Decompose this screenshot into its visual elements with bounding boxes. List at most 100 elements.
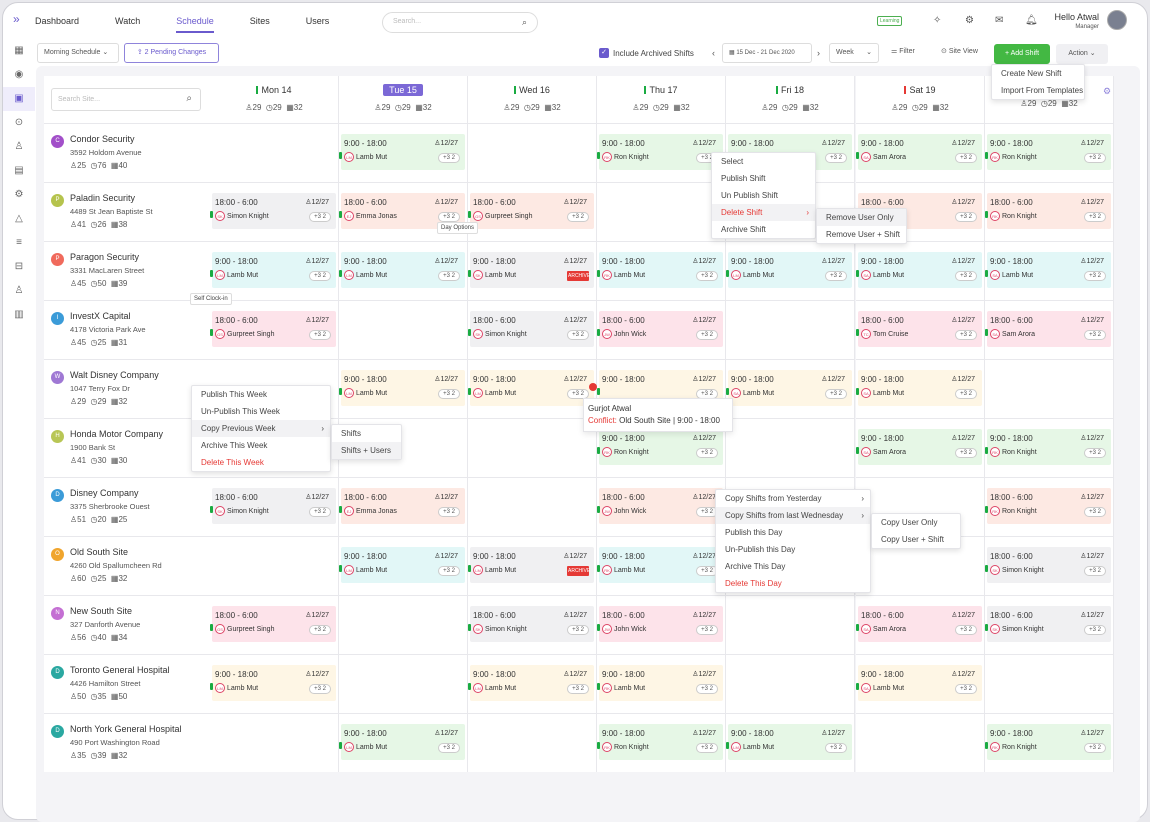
extra-users-pill[interactable]: +3 2	[438, 389, 460, 399]
extra-users-pill[interactable]: +3 2	[1084, 271, 1106, 281]
shift-card[interactable]: 18:00 - 6:00 ♙12/27 SK Simon Knight +3 2	[210, 488, 336, 524]
schedule-cell[interactable]: 18:00 - 6:00 ♙12/27 SA Sam Arora +3 2	[985, 300, 1114, 359]
menu-item[interactable]: Un-Publish this Day	[716, 541, 870, 558]
bell-icon[interactable]: 🔔︎	[1025, 15, 1038, 26]
schedule-cell[interactable]: 9:00 - 18:00 ♙12/27 SA Lamb Mut +3 2	[726, 359, 855, 418]
extra-users-pill[interactable]: +3 2	[696, 684, 718, 694]
day-header[interactable]: Tue 15 ♙29 ◷29 ▦32	[339, 76, 468, 123]
extra-users-pill[interactable]: +3 2	[955, 153, 977, 163]
shift-card[interactable]: 9:00 - 18:00 ♙12/27 SA Lamb Mut +3 2	[726, 370, 852, 406]
view-select[interactable]: Week ⌄	[829, 43, 879, 63]
schedule-cell[interactable]: 18:00 - 6:00 ♙12/27 SA Sam Arora +3 2	[856, 595, 985, 654]
schedule-cell[interactable]: 9:00 - 18:00 ♙12/27 SA Sam Arora +3 2	[856, 123, 985, 182]
date-range-picker[interactable]: ▦ 15 Dec - 21 Dec 2020	[722, 43, 812, 63]
schedule-cell[interactable]: 9:00 - 18:00 ♙12/27 SA Lamb Mut +3 2	[985, 241, 1114, 300]
nav-schedule[interactable]: Schedule	[176, 3, 214, 39]
shift-card[interactable]: 9:00 - 18:00 ♙12/27 LM Lamb Mut +3 2	[339, 134, 465, 170]
shift-card[interactable]: 9:00 - 18:00 ♙12/27 LM Lamb Mut ARCHIVE	[468, 547, 594, 583]
building-icon[interactable]: ▥	[14, 309, 24, 320]
menu-item[interactable]: Copy Shifts from last Wednesday ›	[716, 507, 870, 524]
schedule-cell[interactable]: 18:00 - 6:00 ♙12/27 SK Simon Knight +3 2	[985, 536, 1114, 595]
user-pin-icon[interactable]: ♙	[14, 285, 24, 296]
extra-users-pill[interactable]: +3 2	[825, 743, 847, 753]
shift-card[interactable]: 18:00 - 6:00 ♙12/27 JW John Wick +3 2	[597, 488, 723, 524]
schedule-cell[interactable]: 9:00 - 18:00 ♙12/27 SK Lamb Mut ARCHIVE	[468, 241, 597, 300]
shift-card[interactable]: 9:00 - 18:00 ♙12/27 LM Lamb Mut +3 2	[726, 724, 852, 760]
extra-users-pill[interactable]: +3 2	[1084, 507, 1106, 517]
site-row-header[interactable]: P Paladin Security 4489 St Jean Baptiste S…	[44, 182, 210, 241]
menu-item[interactable]: Archive Shift	[712, 221, 815, 238]
shift-card[interactable]: 18:00 - 6:00 ♙12/27 GS Gurpreet Singh +3 2	[210, 311, 336, 347]
menu-item[interactable]: Un Publish Shift	[712, 187, 815, 204]
shift-card[interactable]: 9:00 - 18:00 ♙12/27 LM Lamb Mut +3 2	[339, 370, 465, 406]
shift-card[interactable]: 9:00 - 18:00 ♙12/27 LM Lamb Mut +3 2	[468, 665, 594, 701]
action-button[interactable]: Action ⌄	[1056, 44, 1108, 64]
schedule-cell[interactable]	[726, 595, 855, 654]
extra-users-pill[interactable]: +3 2	[567, 330, 589, 340]
schedule-cell[interactable]	[210, 123, 339, 182]
site-view-button[interactable]: ⊙ Site View	[935, 43, 989, 63]
schedule-cell[interactable]: 9:00 - 18:00 ♙12/27 LM Lamb Mut +3 2	[339, 713, 468, 772]
extra-users-pill[interactable]: +3 2	[309, 684, 331, 694]
extra-users-pill[interactable]: +3 2	[438, 271, 460, 281]
shift-card[interactable]: 9:00 - 18:00 ♙12/27 LM Lamb Mut +3 2	[210, 252, 336, 288]
shift-card[interactable]: 9:00 - 18:00 ♙12/27 SA Lamb Mut +3 2	[856, 252, 982, 288]
extra-users-pill[interactable]: +3 2	[309, 271, 331, 281]
schedule-cell[interactable]: 18:00 - 6:00 ♙12/27 SK Simon Knight +3 2	[210, 477, 339, 536]
schedule-cell[interactable]: 9:00 - 18:00 ♙12/27 RK Ron Knight +3 2	[985, 713, 1114, 772]
list-icon[interactable]: ≡	[16, 237, 22, 248]
schedule-cell[interactable]: 9:00 - 18:00 ♙12/27 RK Ron Knight +3 2	[597, 713, 726, 772]
shift-card[interactable]: 9:00 - 18:00 ♙12/27 RK Ron Knight +3 2	[985, 134, 1111, 170]
extra-users-pill[interactable]: +3 2	[1084, 448, 1106, 458]
shift-card[interactable]: 9:00 - 18:00 ♙12/27 SA Sam Arora +3 2	[856, 134, 982, 170]
schedule-cell[interactable]: 9:00 - 18:00 ♙12/27 SA Lamb Mut +3 2	[856, 654, 985, 713]
satellite-icon[interactable]: ✧	[933, 15, 942, 26]
schedule-cell[interactable]: 9:00 - 18:00 ♙12/27 RK Ron Knight +3 2	[597, 123, 726, 182]
shift-card[interactable]: 18:00 - 6:00 ♙12/27 JW John Wick +3 2	[597, 606, 723, 642]
prev-week-icon[interactable]: ‹	[712, 48, 715, 58]
extra-users-pill[interactable]: +3 2	[825, 153, 847, 163]
shift-card[interactable]: 9:00 - 18:00 ♙12/27 RK Ron Knight +3 2	[985, 724, 1111, 760]
schedule-cell[interactable]: 9:00 - 18:00 ♙12/27 RK Lamb Mut +3 2	[597, 241, 726, 300]
schedule-cell[interactable]: 18:00 - 6:00 ♙12/27 RK Ron Knight +3 2	[985, 477, 1114, 536]
day-header[interactable]: Fri 18 ♙29 ◷29 ▦32	[726, 76, 855, 123]
shift-card[interactable]: 18:00 - 6:00 ♙12/27 SK Simon Knight +3 2	[985, 606, 1111, 642]
menu-item[interactable]: Create New Shift	[992, 65, 1084, 82]
shift-card[interactable]: 18:00 - 6:00 ♙12/27 GS Gurpreet Singh +3 2	[468, 193, 594, 229]
schedule-cell[interactable]: 9:00 - 18:00 ♙12/27 SA Lamb Mut +3 2	[856, 241, 985, 300]
shift-card[interactable]: 9:00 - 18:00 ♙12/27 SA Sam Arora +3 2	[856, 429, 982, 465]
shift-card[interactable]: 9:00 - 18:00 ♙12/27 SA Lamb Mut +3 2	[856, 665, 982, 701]
shift-card[interactable]: 18:00 - 6:00 ♙12/27 SK Simon Knight +3 2	[985, 547, 1111, 583]
menu-item[interactable]: Copy Previous Week ›	[192, 420, 330, 437]
extra-users-pill[interactable]: +3 2	[438, 507, 460, 517]
menu-item[interactable]: Copy Shifts from Yesterday ›	[716, 490, 870, 507]
schedule-cell[interactable]	[597, 182, 726, 241]
extra-users-pill[interactable]: +3 2	[825, 389, 847, 399]
extra-users-pill[interactable]: +3 2	[955, 448, 977, 458]
extra-users-pill[interactable]: +3 2	[955, 684, 977, 694]
menu-item[interactable]: Shifts	[332, 425, 401, 442]
schedule-cell[interactable]: 18:00 - 6:00 ♙12/27 GS Gurpreet Singh +3 2	[468, 182, 597, 241]
shift-card[interactable]: 9:00 - 18:00 ♙12/27 RK Ron Knight +3 2	[985, 429, 1111, 465]
schedule-cell[interactable]: 18:00 - 6:00 ♙12/27 JW John Wick +3 2	[597, 477, 726, 536]
schedule-cell[interactable]: 9:00 - 18:00 ♙12/27 RK Lamb Mut +3 2	[597, 654, 726, 713]
extra-users-pill[interactable]: +3 2	[955, 212, 977, 222]
schedule-cell[interactable]: 9:00 - 18:00 ♙12/27 LM Lamb Mut +3 2	[726, 241, 855, 300]
site-row-header[interactable]: I InvestX Capital 4178 Victoria Park Ave ♙4…	[44, 300, 210, 359]
schedule-cell[interactable]: 18:00 - 6:00 ♙12/27 RK Ron Knight +3 2	[985, 182, 1114, 241]
schedule-cell[interactable]	[339, 300, 468, 359]
shift-card[interactable]: 9:00 - 18:00 ♙12/27 RK Lamb Mut +3 2	[597, 665, 723, 701]
shift-card[interactable]: 9:00 - 18:00 ♙12/27 LM Lamb Mut +3 2	[339, 252, 465, 288]
shift-card[interactable]: 9:00 - 18:00 ♙12/27 RK Ron Knight +3 2	[597, 429, 723, 465]
shift-card[interactable]: 18:00 - 6:00 ♙12/27 SA Sam Arora +3 2	[985, 311, 1111, 347]
shift-card[interactable]: 9:00 - 18:00 ♙12/27 LM Lamb Mut +3 2	[468, 370, 594, 406]
calendar-icon[interactable]: ▣	[3, 87, 35, 111]
schedule-cell[interactable]: 9:00 - 18:00 ♙12/27 LM Lamb Mut ARCHIVE	[468, 536, 597, 595]
menu-item[interactable]: Shifts + Users	[332, 442, 401, 459]
shift-card[interactable]: 9:00 - 18:00 ♙12/27 SA Lamb Mut +3 2	[856, 370, 982, 406]
extra-users-pill[interactable]: +3 2	[438, 743, 460, 753]
shift-card[interactable]: 18:00 - 6:00 ♙12/27 SK Simon Knight +3 2	[468, 606, 594, 642]
top-search-input[interactable]: Search... ⌕	[382, 12, 538, 33]
shift-card[interactable]: 18:00 - 6:00 ♙12/27 SA Sam Arora +3 2	[856, 606, 982, 642]
user-icon[interactable]: ♙	[14, 141, 24, 152]
